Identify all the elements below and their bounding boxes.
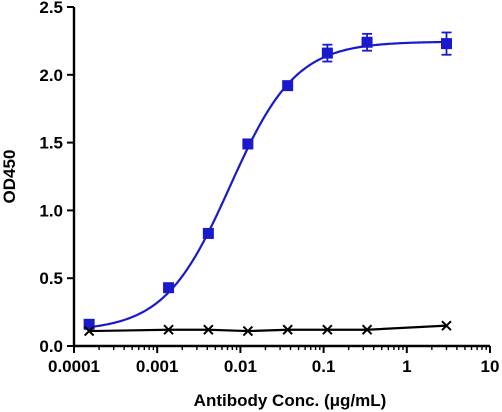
data-point-cross (163, 324, 174, 335)
x-tick-label: 0.01 (224, 357, 257, 376)
y-tick-label: 2.5 (39, 0, 63, 17)
data-point-square (282, 80, 294, 92)
data-point-square (163, 282, 175, 294)
axes: 0.0001 0.001 0.01 0.1 1 10 0.0 0.5 1.0 1.5 2.0 2.5 (39, 0, 499, 376)
data-point-square (361, 36, 373, 48)
x-axis-title: Antibody Conc. (μg/mL) (194, 391, 387, 410)
data-point-square (242, 138, 254, 150)
fit-curve (89, 40, 447, 329)
series-layer (83, 31, 452, 337)
baseline-line (89, 324, 447, 333)
data-point-cross (83, 325, 95, 337)
data-point-square (440, 38, 452, 50)
data-point-cross (203, 324, 214, 335)
x-tick-label: 10 (481, 357, 500, 376)
data-point-square (202, 227, 214, 239)
data-point-cross (282, 324, 293, 335)
data-point-cross (361, 324, 373, 335)
data-point-square (83, 318, 95, 330)
y-tick-label: 2.0 (39, 66, 63, 85)
x-tick-label: 1 (402, 357, 411, 376)
y-axis-title: OD450 (0, 150, 19, 204)
data-point-cross (242, 325, 254, 337)
data-point-square (321, 47, 333, 59)
y-tick-label: 1.0 (39, 201, 63, 220)
y-tick-label: 0.5 (39, 269, 63, 288)
x-tick-label: 0.1 (312, 357, 336, 376)
x-tick-label: 0.001 (136, 357, 179, 376)
y-tick-label: 1.5 (39, 134, 63, 153)
data-point-cross (322, 324, 333, 335)
y-tick-label: 0.0 (39, 337, 63, 356)
data-point-cross (441, 320, 452, 331)
x-tick-label: 0.0001 (48, 357, 100, 376)
